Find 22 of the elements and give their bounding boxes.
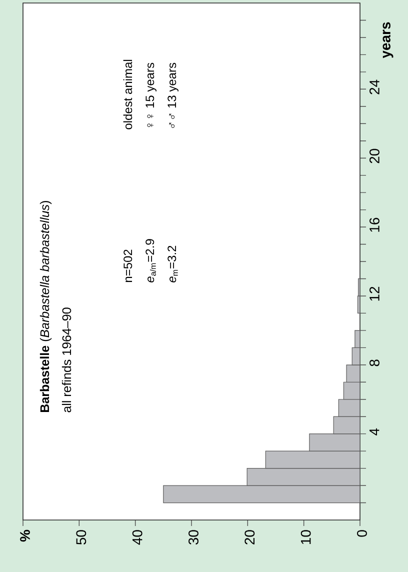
x-tick-label: 20 — [244, 530, 255, 544]
x-tick-label: % — [20, 530, 30, 542]
y-axis-title: years — [382, 22, 394, 58]
x-tick-label: 30 — [188, 530, 198, 545]
x-tick-label: 0 — [357, 530, 367, 537]
annotation: e$_{m}$=3.2 — [168, 246, 178, 282]
annotation: ♂♂ 13 years — [168, 62, 178, 128]
y-tick-label: 12 — [370, 286, 380, 301]
x-tick-label: 10 — [300, 530, 311, 544]
text: Barbastelle (Barbastella barbastellus) — [40, 200, 52, 412]
y-tick-label: 8 — [370, 360, 380, 366]
x-tick-label: 50 — [76, 530, 86, 545]
y-tick-label: 4 — [370, 428, 380, 436]
y-tick-label: 24 — [370, 80, 380, 94]
annotation: ♀♀ 15 years — [146, 62, 156, 128]
y-tick-label: 16 — [370, 218, 380, 232]
annotation: e$_{a/m}$=2.9 — [146, 239, 156, 282]
text: all refinds 1964–90 — [62, 308, 72, 412]
y-tick-label: 20 — [370, 148, 380, 164]
annotation: n=502 — [124, 250, 132, 282]
annotation: oldest animal — [123, 60, 132, 130]
x-tick-label: 40 — [132, 530, 142, 545]
